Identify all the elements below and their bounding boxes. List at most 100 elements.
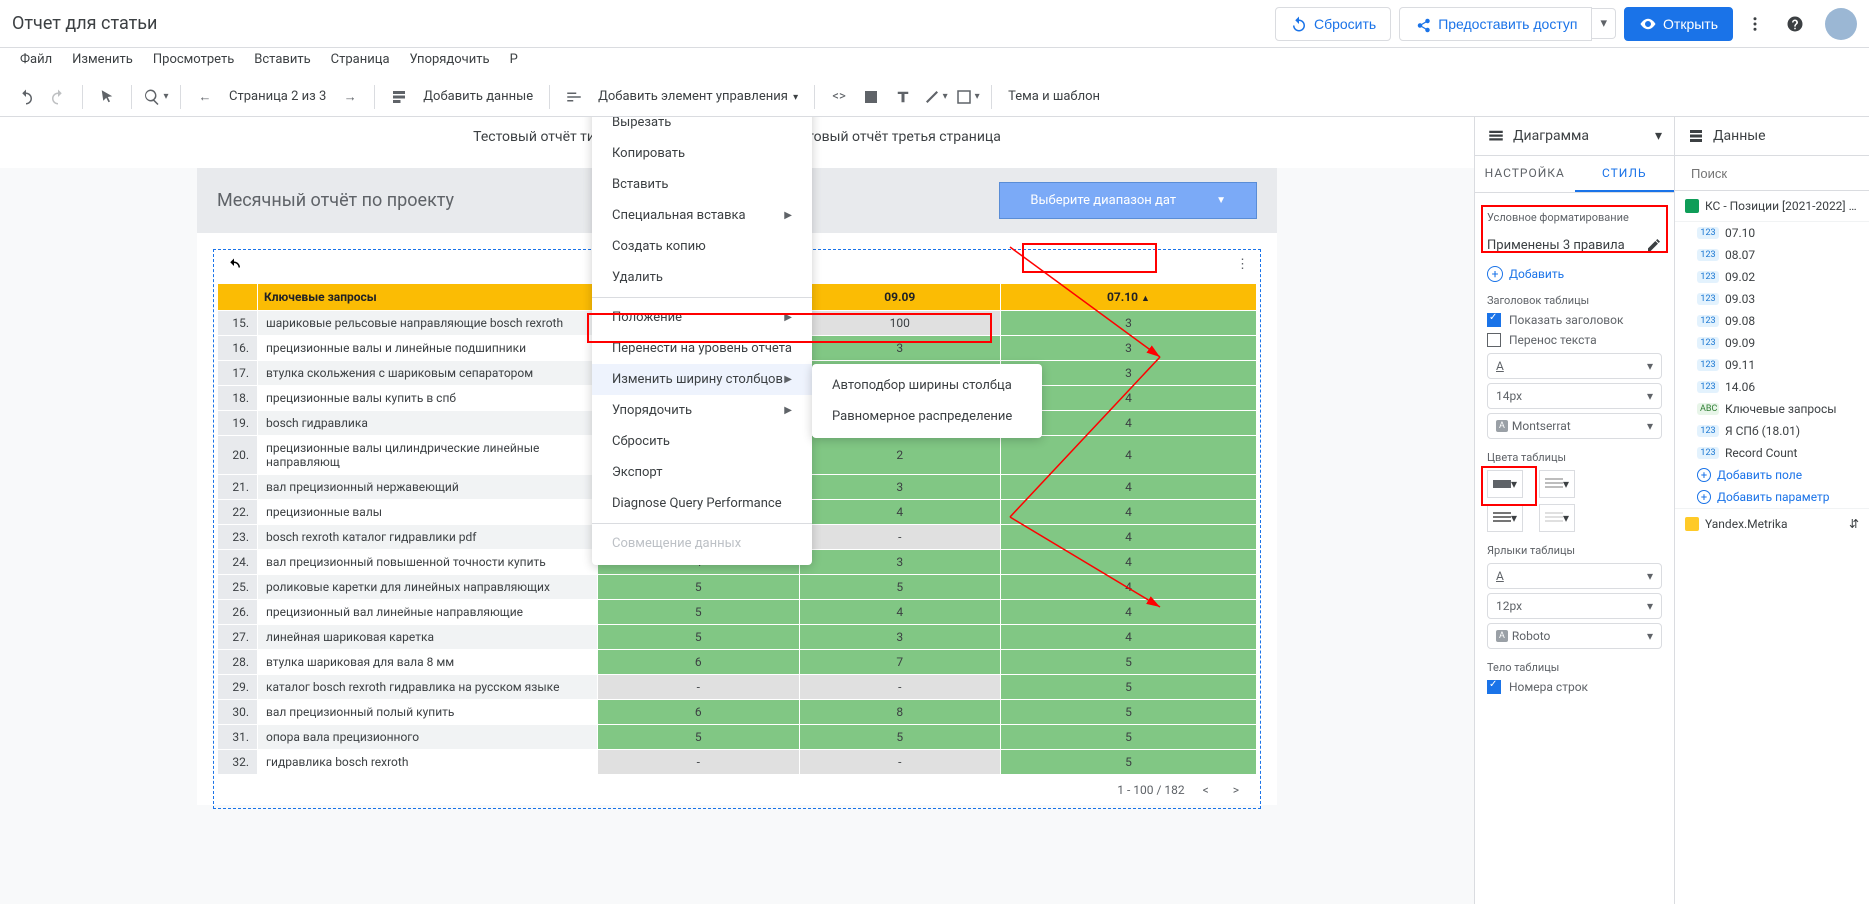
pager-next[interactable]: > xyxy=(1227,781,1245,799)
col-0710[interactable]: 07.10 ▲ xyxy=(1001,284,1257,311)
menu-view[interactable]: Просмотреть xyxy=(145,48,242,71)
table-row[interactable]: 25. роликовые каретки для линейных напра… xyxy=(218,575,1257,600)
field-row[interactable]: 12309.11 xyxy=(1675,354,1869,376)
menu-edit[interactable]: Изменить xyxy=(64,48,141,71)
help-button[interactable] xyxy=(1777,6,1813,42)
ctx-item[interactable]: Перенести на уровень отчета xyxy=(592,333,812,364)
field-row[interactable]: 12307.10 xyxy=(1675,222,1869,244)
label-font-family[interactable]: ARoboto▾ xyxy=(1487,623,1662,649)
canvas[interactable]: Тестовый отчёт титульная страниц ница Те… xyxy=(0,117,1474,904)
page-tab-3[interactable]: Тестовый отчёт третья страница xyxy=(785,129,1001,156)
menu-file[interactable]: Файл xyxy=(12,48,60,71)
header-font-family[interactable]: AMontserrat▾ xyxy=(1487,413,1662,439)
field-row[interactable]: 123Record Count xyxy=(1675,442,1869,464)
swatch-odd-row[interactable]: ▾ xyxy=(1487,504,1523,532)
reset-button[interactable]: Сбросить xyxy=(1275,7,1391,41)
label-font-color[interactable]: A▾ xyxy=(1487,563,1662,589)
page-indicator[interactable]: Страница 2 из 3 xyxy=(223,89,332,104)
row-numbers-check[interactable] xyxy=(1487,680,1501,694)
field-row[interactable]: 12309.09 xyxy=(1675,332,1869,354)
zoom-tool[interactable]: ▾ xyxy=(142,83,170,111)
table-row[interactable]: 27. линейная шариковая каретка 5 3 4 xyxy=(218,625,1257,650)
label-font-size[interactable]: 12px▾ xyxy=(1487,593,1662,619)
share-button[interactable]: Предоставить доступ xyxy=(1399,7,1592,41)
ctx-item[interactable]: Специальная вставка▶ xyxy=(592,200,812,231)
col-num[interactable] xyxy=(218,284,258,311)
menu-arrange[interactable]: Упорядочить xyxy=(402,48,498,71)
tab-style[interactable]: СТИЛЬ xyxy=(1575,156,1675,192)
data-search-input[interactable] xyxy=(1691,166,1867,181)
ctx-item[interactable]: Упорядочить▶ xyxy=(592,395,812,426)
yandex-metrika-source[interactable]: Yandex.Metrika ⇵ xyxy=(1675,508,1869,539)
next-page[interactable]: → xyxy=(336,83,364,111)
wrap-text-check[interactable] xyxy=(1487,333,1501,347)
table-row[interactable]: 30. вал прецизионный полый купить 6 8 5 xyxy=(218,700,1257,725)
ctx-item[interactable]: Изменить ширину столбцов▶Автоподбор шири… xyxy=(592,364,812,395)
col-keywords[interactable]: Ключевые запросы xyxy=(258,284,598,311)
swatch-header-bg[interactable]: ▾ xyxy=(1487,470,1523,498)
ctx-sub-item[interactable]: Равномерное распределение xyxy=(812,401,1042,432)
ctx-item[interactable]: Экспорт xyxy=(592,457,812,488)
field-row[interactable]: 12309.08 xyxy=(1675,310,1869,332)
pager-prev[interactable]: < xyxy=(1197,781,1215,799)
ctx-item[interactable]: Создать копию xyxy=(592,231,812,262)
ctx-item[interactable]: Вставить xyxy=(592,169,812,200)
add-control-icon[interactable] xyxy=(560,83,588,111)
field-row[interactable]: 12309.02 xyxy=(1675,266,1869,288)
add-data-icon[interactable] xyxy=(385,83,413,111)
more-menu[interactable] xyxy=(1737,6,1773,42)
add-field[interactable]: + Добавить поле xyxy=(1675,464,1869,486)
menu-insert[interactable]: Вставить xyxy=(246,48,318,71)
panel-collapse[interactable]: ▾ xyxy=(1655,128,1662,144)
more-icon[interactable]: ⋮ xyxy=(1236,257,1249,272)
ctx-item[interactable]: Сбросить xyxy=(592,426,812,457)
col-0909[interactable]: 09.09 xyxy=(799,284,1001,311)
ctx-sub-item[interactable]: Автоподбор ширины столбца xyxy=(812,370,1042,401)
theme-btn[interactable]: Тема и шаблон xyxy=(1002,89,1106,104)
header-font-size[interactable]: 14px▾ xyxy=(1487,383,1662,409)
text-tool[interactable] xyxy=(889,83,917,111)
menu-r[interactable]: Р xyxy=(502,48,526,71)
field-row[interactable]: 12314.06 xyxy=(1675,376,1869,398)
swatch-row-bg[interactable]: ▾ xyxy=(1539,470,1575,498)
prev-page[interactable]: ← xyxy=(191,83,219,111)
undo-tool[interactable] xyxy=(12,83,40,111)
table-row[interactable]: 31. опора вала прецизионного 5 5 5 xyxy=(218,725,1257,750)
doc-title[interactable]: Отчет для статьи xyxy=(12,13,157,34)
table-row[interactable]: 26. прецизионный вал линейные направляющ… xyxy=(218,600,1257,625)
ctx-item[interactable]: Вырезать xyxy=(592,117,812,138)
show-header-check[interactable] xyxy=(1487,313,1501,327)
redo-tool[interactable] xyxy=(44,83,72,111)
header-font-color[interactable]: A▾ xyxy=(1487,353,1662,379)
refresh-icon[interactable] xyxy=(225,257,243,275)
date-range-picker[interactable]: Выберите диапазон дат ▼ xyxy=(999,182,1257,219)
open-button[interactable]: Открыть xyxy=(1624,7,1733,41)
menu-page[interactable]: Страница xyxy=(323,48,398,71)
table-row[interactable]: 28. втулка шариковая для вала 8 мм 6 7 5 xyxy=(218,650,1257,675)
add-data-btn[interactable]: Добавить данные xyxy=(417,89,539,104)
data-source[interactable]: КС - Позиции [2021-2022] - Y [Спб-... xyxy=(1675,191,1869,222)
table-row[interactable]: 32. гидравлика bosch rexroth - - 5 xyxy=(218,750,1257,775)
pencil-icon[interactable] xyxy=(1646,236,1662,254)
tab-setup[interactable]: НАСТРОЙКА xyxy=(1475,156,1575,192)
shape-tool[interactable]: ▾ xyxy=(953,83,981,111)
share-dropdown[interactable]: ▾ xyxy=(1592,8,1616,39)
field-row[interactable]: ABCКлючевые запросы xyxy=(1675,398,1869,420)
table-row[interactable]: 29. каталог bosch rexroth гидравлика на … xyxy=(218,675,1257,700)
embed-tool[interactable]: <> xyxy=(825,83,853,111)
field-row[interactable]: 12308.07 xyxy=(1675,244,1869,266)
user-avatar[interactable] xyxy=(1825,8,1857,40)
add-rule[interactable]: + Добавить xyxy=(1487,266,1662,282)
add-control-btn[interactable]: Добавить элемент управления ▾ xyxy=(592,89,804,104)
ctx-item[interactable]: Diagnose Query Performance xyxy=(592,488,812,519)
ctx-item[interactable]: Положение▶ xyxy=(592,302,812,333)
image-tool[interactable] xyxy=(857,83,885,111)
ctx-item[interactable]: Удалить xyxy=(592,262,812,293)
field-row[interactable]: 12309.03 xyxy=(1675,288,1869,310)
field-row[interactable]: 123Я СПб (18.01) xyxy=(1675,420,1869,442)
add-parameter[interactable]: + Добавить параметр xyxy=(1675,486,1869,508)
swatch-even-row[interactable]: ▾ xyxy=(1539,504,1575,532)
line-tool[interactable]: ▾ xyxy=(921,83,949,111)
selector-tool[interactable] xyxy=(93,83,121,111)
ctx-item[interactable]: Копировать xyxy=(592,138,812,169)
